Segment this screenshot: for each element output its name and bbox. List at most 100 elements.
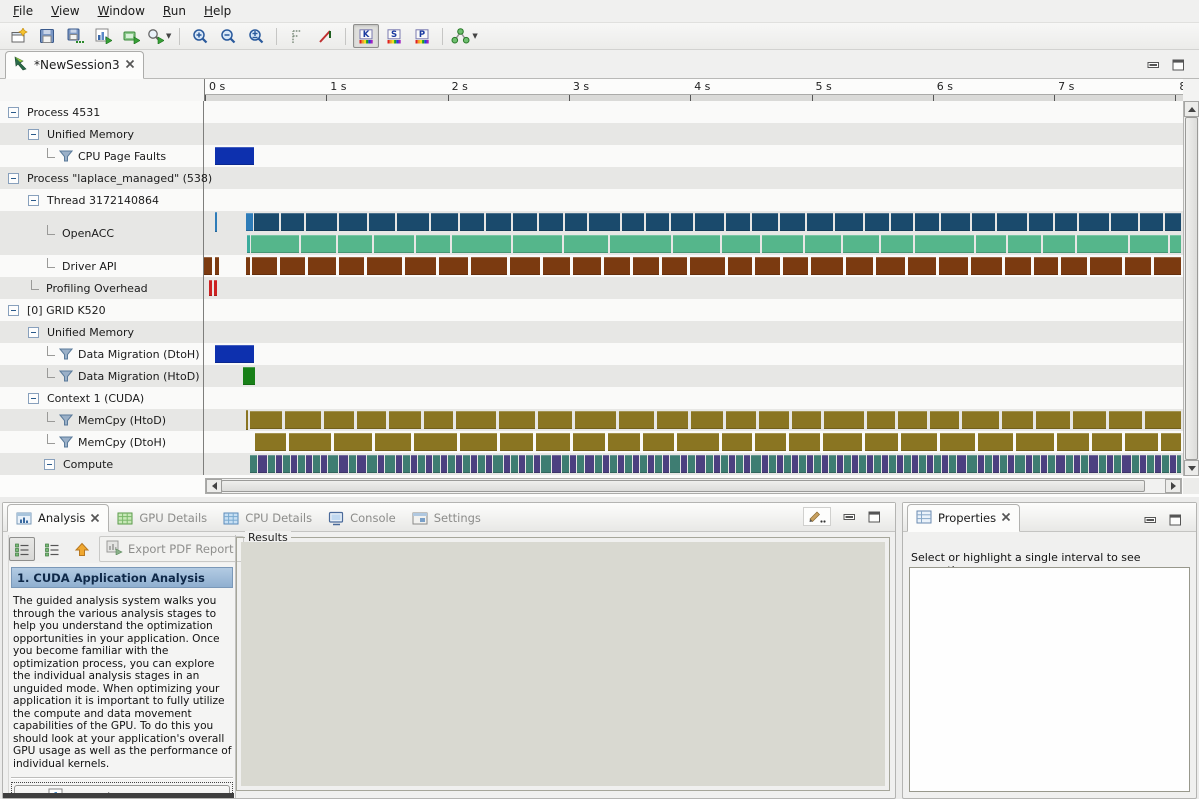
export-pdf-button[interactable]: Export PDF Report: [99, 536, 245, 562]
timeline-interval[interactable]: [696, 455, 705, 473]
ruler-icon[interactable]: [284, 24, 310, 48]
timeline-interval[interactable]: [1170, 235, 1181, 253]
timeline-interval[interactable]: [1111, 213, 1138, 231]
timeline-interval[interactable]: [215, 212, 217, 232]
zoom-out-icon[interactable]: [215, 24, 241, 48]
timeline-interval[interactable]: [511, 455, 518, 473]
marker-icon[interactable]: [312, 24, 338, 48]
timeline-interval[interactable]: [452, 235, 511, 253]
timeline-interval[interactable]: [671, 213, 693, 231]
close-icon[interactable]: [90, 513, 100, 523]
timeline-interval[interactable]: [389, 411, 421, 429]
timeline-interval[interactable]: [728, 257, 752, 275]
timeline-interval[interactable]: [493, 455, 503, 473]
new-session-icon[interactable]: [6, 24, 32, 48]
timeline-interval[interactable]: [247, 235, 250, 253]
timeline-interval[interactable]: [829, 455, 836, 473]
timeline-interval[interactable]: [339, 213, 367, 231]
timeline-interval[interactable]: [1114, 455, 1121, 473]
timeline-interval[interactable]: [962, 411, 999, 429]
save-icon[interactable]: [34, 24, 60, 48]
timeline-interval[interactable]: [822, 455, 828, 473]
timeline-interval[interactable]: [396, 455, 402, 473]
timeline-interval[interactable]: [339, 257, 364, 275]
timeline-interval[interactable]: [722, 433, 752, 451]
timeline-interval[interactable]: [471, 455, 477, 473]
timeline-interval[interactable]: [573, 433, 605, 451]
timeline-interval[interactable]: [762, 455, 768, 473]
timeline-interval[interactable]: [792, 455, 798, 473]
timeline-interval[interactable]: [1145, 411, 1181, 429]
timeline-interval[interactable]: [1015, 455, 1025, 473]
timeline-interval[interactable]: [405, 257, 436, 275]
menu-run[interactable]: Run: [162, 4, 186, 18]
timeline-interval[interactable]: [250, 411, 282, 429]
timeline-interval[interactable]: [901, 433, 937, 451]
timeline-interval[interactable]: [570, 455, 576, 473]
timeline-interval[interactable]: [867, 455, 873, 473]
timeline-interval[interactable]: [215, 345, 254, 363]
timeline-track-unified-memory-9[interactable]: [204, 321, 1183, 343]
stream-s-icon[interactable]: S: [381, 24, 407, 48]
timeline-interval[interactable]: [618, 455, 624, 473]
tree-row-0-grid-k520-8[interactable]: [0] GRID K520: [0, 299, 204, 321]
timeline-interval[interactable]: [942, 455, 948, 473]
unguided-analysis-mode-button[interactable]: [39, 537, 65, 561]
timeline-interval[interactable]: [280, 257, 305, 275]
timeline-interval[interactable]: [759, 411, 789, 429]
timeline-interval[interactable]: [865, 433, 898, 451]
tree-row-process-4531-0[interactable]: Process 4531: [0, 101, 204, 123]
timeline-interval[interactable]: [846, 257, 873, 275]
timeline-interval[interactable]: [604, 257, 630, 275]
timeline-interval[interactable]: [276, 455, 282, 473]
timeline-interval[interactable]: [971, 257, 1002, 275]
tab-analysis[interactable]: Analysis: [7, 504, 110, 532]
timeline-interval[interactable]: [908, 257, 936, 275]
process-p-icon[interactable]: P: [409, 24, 435, 48]
timeline-interval[interactable]: [268, 455, 275, 473]
timeline-track-unified-memory-1[interactable]: [204, 123, 1183, 145]
timeline-interval[interactable]: [250, 455, 257, 473]
timeline-interval[interactable]: [1041, 455, 1047, 473]
timeline-interval[interactable]: [416, 235, 450, 253]
timeline-interval[interactable]: [1008, 235, 1041, 253]
timeline-interval[interactable]: [939, 257, 968, 275]
timeline-interval[interactable]: [844, 455, 851, 473]
timeline-interval[interactable]: [463, 455, 470, 473]
timeline-interval[interactable]: [640, 455, 647, 473]
timeline-interval[interactable]: [1130, 235, 1168, 253]
timeline-interval[interactable]: [610, 235, 671, 253]
timeline-interval[interactable]: [565, 213, 587, 231]
timeline-interval[interactable]: [930, 411, 959, 429]
timeline-interval[interactable]: [997, 213, 1027, 231]
timeline-interval[interactable]: [283, 455, 290, 473]
timeline-interval[interactable]: [662, 257, 687, 275]
timeline-interval[interactable]: [1162, 455, 1169, 473]
zoom-in-icon[interactable]: [187, 24, 213, 48]
timeline-track-openacc-5[interactable]: [204, 211, 1183, 255]
timeline-interval[interactable]: [811, 257, 843, 275]
properties-minimize-icon[interactable]: [1144, 515, 1157, 525]
expander-minus-icon[interactable]: [8, 106, 19, 118]
timeline-interval[interactable]: [357, 455, 366, 473]
timeline-interval[interactable]: [339, 455, 348, 473]
timeline-interval[interactable]: [859, 455, 866, 473]
tree-row-process-laplace-managed-538-3[interactable]: Process "laplace_managed" (538): [0, 167, 212, 189]
timeline-interval[interactable]: [589, 213, 620, 231]
timeline-interval[interactable]: [852, 455, 858, 473]
tree-row-data-migration-htod-11[interactable]: Data Migration (HtoD): [0, 365, 204, 387]
timeline-interval[interactable]: [577, 455, 584, 473]
expander-minus-icon[interactable]: [8, 172, 19, 184]
timeline-interval[interactable]: [625, 455, 632, 473]
timeline-interval[interactable]: [1036, 411, 1070, 429]
timeline-interval[interactable]: [298, 455, 305, 473]
timeline-interval[interactable]: [1073, 411, 1106, 429]
menu-help[interactable]: Help: [203, 4, 232, 18]
tree-row-driver-api-6[interactable]: Driver API: [0, 255, 204, 277]
close-icon[interactable]: [125, 58, 135, 72]
timeline-interval[interactable]: [369, 213, 395, 231]
timeline-interval[interactable]: [499, 411, 535, 429]
timeline-interval[interactable]: [534, 455, 540, 473]
timeline-interval[interactable]: [321, 455, 327, 473]
timeline-interval[interactable]: [255, 433, 286, 451]
